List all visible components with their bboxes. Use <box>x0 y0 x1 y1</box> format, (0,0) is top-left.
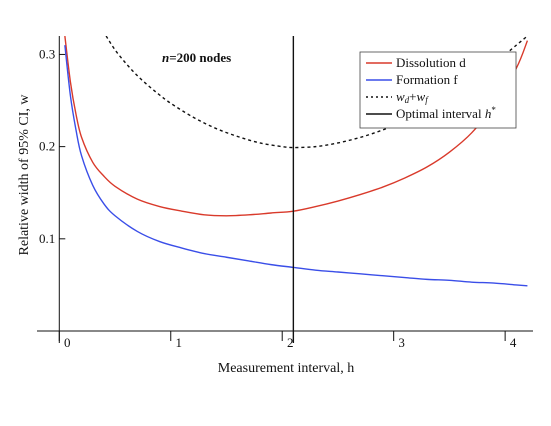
n-annotation: n=200 nodes <box>162 50 231 65</box>
ticks: 0 1 2 3 4 0.1 0.2 0.3 <box>39 46 517 350</box>
y-axis-label: Relative width of 95% CI, w <box>17 94 32 256</box>
x-tick-label: 4 <box>510 335 517 350</box>
x-tick-label: 2 <box>287 335 294 350</box>
series-layer <box>64 36 529 287</box>
legend-label-formation: Formation f <box>396 72 458 87</box>
legend-label-optimal: Optimal interval h* <box>396 105 496 121</box>
legend-label-dissolution: Dissolution d <box>396 55 466 70</box>
x-tick-label: 0 <box>64 335 71 350</box>
x-tick-label: 1 <box>176 335 183 350</box>
y-tick-label: 0.2 <box>39 139 55 154</box>
x-axis-label: Measurement interval, h <box>218 361 354 376</box>
legend-label-sum: wd+wf <box>396 89 429 105</box>
y-tick-label: 0.3 <box>39 46 55 61</box>
x-tick-label: 3 <box>398 335 405 350</box>
legend-box <box>359 51 517 129</box>
series-line-formation <box>64 45 528 287</box>
legend: Dissolution d Formation f wd+wf Optimal … <box>359 51 517 129</box>
series-line-dissolution <box>64 36 529 217</box>
y-tick-label: 0.1 <box>39 231 55 246</box>
